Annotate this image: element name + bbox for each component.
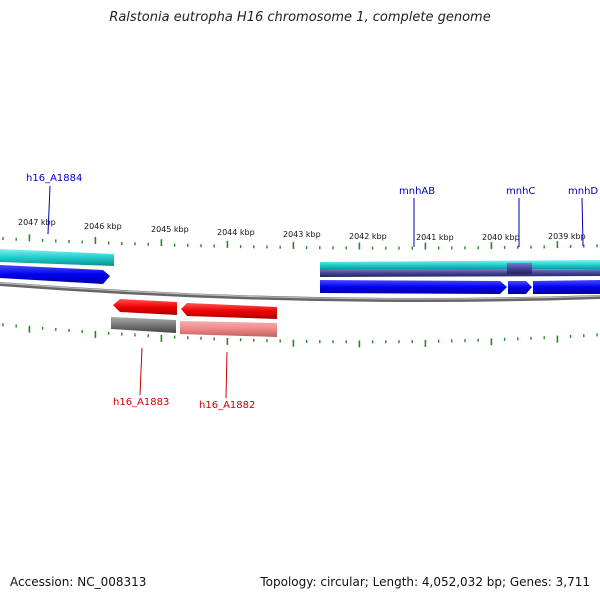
tick-label: 2042 kbp: [349, 232, 387, 241]
label-leader: [225, 351, 228, 399]
upper-tick-marks: [2, 234, 598, 250]
gene-label-mnhAB[interactable]: mnhAB: [399, 186, 435, 197]
tick-label: 2039 kbp: [548, 232, 586, 241]
lower-tick-marks: [2, 323, 598, 348]
accession-text: Accession: NC_008313: [10, 575, 147, 589]
label-leader: [581, 197, 584, 247]
label-leader: [47, 185, 51, 235]
gene-bottom-band: [320, 269, 600, 277]
tick-label: 2043 kbp: [283, 230, 321, 239]
gene-label-h16_A1882[interactable]: h16_A1882: [199, 400, 255, 411]
gene-feature-mnhC[interactable]: [507, 263, 532, 274]
tick-label: 2041 kbp: [416, 233, 454, 242]
backbone-outer: [0, 282, 600, 303]
label-leader: [139, 347, 143, 396]
gene-feature-h16_A1884[interactable]: [0, 249, 114, 266]
gene-label-mnhD[interactable]: mnhD: [568, 186, 598, 197]
cds-feature-mnhAB[interactable]: [320, 280, 507, 294]
gene-feature-h16_A1882[interactable]: [180, 321, 277, 337]
cds-feature-mnhD[interactable]: [533, 280, 600, 294]
cds-feature-h16_A1882[interactable]: [181, 303, 277, 319]
map-title: Ralstonia eutropha H16 chromosome 1, com…: [109, 10, 491, 25]
tick-label: 2047 kbp: [18, 218, 56, 227]
gene-label-h16_A1884[interactable]: h16_A1884: [26, 173, 82, 184]
tick-label: 2045 kbp: [151, 225, 189, 234]
gene-label-h16_A1883[interactable]: h16_A1883: [113, 397, 169, 408]
gene-feature-h16_A1883[interactable]: [111, 317, 176, 333]
tick-label: 2044 kbp: [217, 228, 255, 237]
backbone-highlight: [0, 282, 600, 300]
gene-label-mnhC[interactable]: mnhC: [506, 186, 535, 197]
gene-feature-mnhAB[interactable]: [320, 260, 600, 270]
topology-text: Topology: circular; Length: 4,052,032 bp…: [260, 575, 590, 589]
tick-label: 2040 kbp: [482, 233, 520, 242]
cds-feature-h16_A1883[interactable]: [113, 299, 177, 315]
cds-feature-h16_A1884[interactable]: [0, 265, 110, 284]
tick-label: 2046 kbp: [84, 222, 122, 231]
cds-feature-mnhC[interactable]: [508, 281, 532, 294]
